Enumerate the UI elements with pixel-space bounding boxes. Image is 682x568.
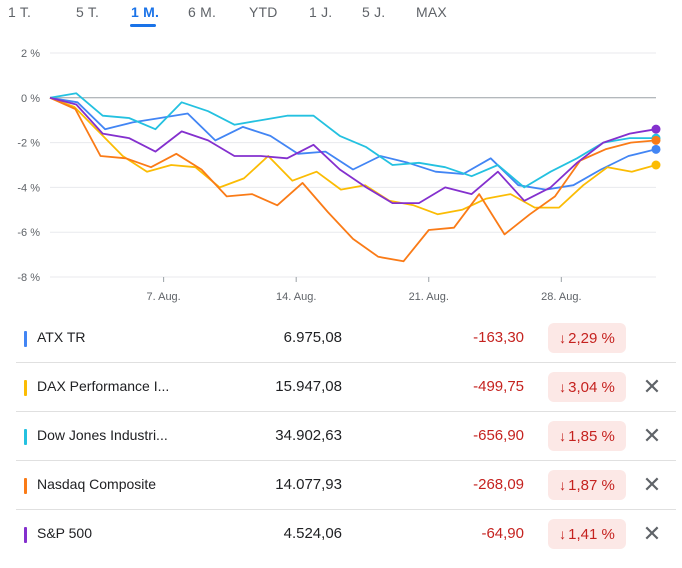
index-change: -163,30 [473, 329, 524, 346]
index-name: ATX TR [37, 329, 86, 345]
close-icon[interactable]: ✕ [642, 521, 662, 546]
index-name: Dow Jones Industri... [37, 427, 168, 443]
arrow-down-icon: ↓ [559, 526, 567, 542]
range-tabs: 1 T. 5 T. 1 M. 6 M. YTD 1 J. 5 J. MAX [0, 0, 682, 30]
percent-change-badge: ↓ 1,41 % [548, 519, 626, 549]
list-item[interactable]: S&P 500 4.524,06 -64,90 ↓ 1,41 % ✕ [16, 510, 676, 558]
y-tick-label: -6 % [17, 227, 40, 239]
list-item[interactable]: DAX Performance I... 15.947,08 -499,75 ↓ 3,0… [16, 363, 676, 412]
tab-ytd[interactable]: YTD [249, 4, 278, 20]
close-icon[interactable]: ✕ [642, 472, 662, 497]
close-icon[interactable]: ✕ [642, 374, 662, 399]
tab-1-m[interactable]: 1 M. [131, 4, 160, 20]
series-color-swatch [24, 380, 27, 396]
series-color-swatch [24, 331, 27, 347]
arrow-down-icon: ↓ [559, 428, 567, 444]
price-chart: 2 % 0 % -2 % -4 % -6 % -8 % 7. Aug. 14. Aug. 21.… [17, 48, 661, 303]
tab-5-t[interactable]: 5 T. [76, 4, 100, 20]
percent-change-value: 1,85 % [568, 427, 615, 445]
index-price: 34.902,63 [275, 427, 342, 444]
y-tick-label: 0 % [21, 93, 40, 105]
close-icon[interactable]: ✕ [642, 423, 662, 448]
percent-change-value: 1,41 % [568, 525, 615, 543]
series-color-swatch [24, 429, 27, 445]
y-tick-label: -4 % [17, 182, 40, 194]
index-name: Nasdaq Composite [37, 476, 157, 492]
series-end-dot-dax-performance-i [651, 160, 661, 170]
index-change: -64,90 [481, 525, 524, 542]
series-end-dot-nasdaq-composite [651, 135, 661, 145]
arrow-down-icon: ↓ [559, 477, 567, 493]
active-tab-indicator [130, 24, 156, 27]
series-color-swatch [24, 527, 27, 543]
index-change: -268,09 [473, 476, 524, 493]
tab-5-j[interactable]: 5 J. [362, 4, 386, 20]
index-price: 14.077,93 [275, 476, 342, 493]
percent-change-badge: ↓ 1,85 % [548, 421, 626, 451]
percent-change-value: 3,04 % [568, 378, 615, 396]
list-item[interactable]: Dow Jones Industri... 34.902,63 -656,90 ↓ 1,… [16, 412, 676, 461]
x-tick-label: 21. Aug. [409, 291, 449, 303]
index-name: S&P 500 [37, 525, 93, 541]
arrow-down-icon: ↓ [559, 330, 567, 346]
index-price: 15.947,08 [275, 378, 342, 395]
series-end-dot-atx-tr [651, 144, 661, 154]
series-line-dow-jones-industri [49, 92, 656, 189]
index-price: 6.975,08 [283, 329, 342, 346]
series-color-swatch [24, 478, 27, 494]
index-price: 4.524,06 [283, 525, 342, 542]
x-tick-label: 7. Aug. [146, 291, 180, 303]
arrow-down-icon: ↓ [559, 379, 567, 395]
y-tick-label: 2 % [21, 48, 40, 60]
index-name: DAX Performance I... [37, 378, 170, 394]
x-tick-label: 28. Aug. [541, 291, 581, 303]
index-change: -499,75 [473, 378, 524, 395]
y-tick-label: -8 % [17, 272, 40, 284]
tab-1-t[interactable]: 1 T. [8, 4, 32, 20]
percent-change-value: 1,87 % [568, 476, 615, 494]
series-end-dot-s-p-500 [651, 124, 661, 134]
percent-change-value: 2,29 % [568, 329, 615, 347]
tab-6-m[interactable]: 6 M. [188, 4, 217, 20]
series-line-nasdaq-composite [49, 96, 657, 263]
y-tick-label: -2 % [17, 138, 40, 150]
percent-change-badge: ↓ 1,87 % [548, 470, 626, 500]
percent-change-badge: ↓ 2,29 % [548, 323, 626, 353]
index-change: -656,90 [473, 427, 524, 444]
list-item[interactable]: Nasdaq Composite 14.077,93 -268,09 ↓ 1,87 % ✕ [16, 461, 676, 510]
tab-1-j[interactable]: 1 J. [309, 4, 333, 20]
series-line-atx-tr [49, 96, 657, 191]
x-tick-label: 14. Aug. [276, 291, 316, 303]
tab-max[interactable]: MAX [416, 4, 447, 20]
list-item[interactable]: ATX TR 6.975,08 -163,30 ↓ 2,29 % [16, 314, 676, 363]
series-line-s-p-500 [49, 96, 657, 205]
series-line-dax-performance-i [49, 96, 657, 216]
percent-change-badge: ↓ 3,04 % [548, 372, 626, 402]
